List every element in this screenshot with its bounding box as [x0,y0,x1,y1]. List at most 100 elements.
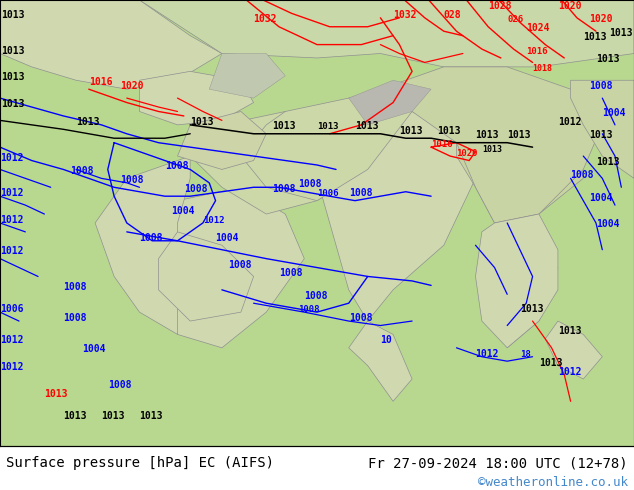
Text: 1006: 1006 [0,304,23,314]
Text: 1028: 1028 [488,1,512,11]
Polygon shape [158,232,254,321]
Text: 1012: 1012 [476,349,499,359]
Text: 026: 026 [507,15,523,24]
Text: 1012: 1012 [0,188,23,198]
Text: 1008: 1008 [298,305,320,314]
Text: 1013: 1013 [558,326,581,337]
Text: 1024: 1024 [526,23,550,33]
Text: 1012: 1012 [0,152,23,163]
Text: 1020: 1020 [456,149,478,158]
Text: 1012: 1012 [558,117,581,127]
Text: 1013: 1013 [273,122,296,131]
Polygon shape [317,112,476,321]
Text: 1008: 1008 [165,161,188,172]
Text: 1004: 1004 [216,233,239,243]
Polygon shape [178,112,266,170]
Text: ©weatheronline.co.uk: ©weatheronline.co.uk [477,476,628,489]
Text: 1013: 1013 [317,122,339,131]
Text: 1008: 1008 [349,188,372,198]
Text: 1013: 1013 [1,46,24,55]
Text: 1013: 1013 [590,130,613,140]
Text: 1008: 1008 [63,313,87,323]
Text: 1008: 1008 [228,260,252,270]
Text: 1013: 1013 [583,32,607,42]
Text: 1013: 1013 [101,411,125,421]
Text: 1032: 1032 [393,10,417,20]
Text: 1016: 1016 [89,77,112,87]
Polygon shape [190,112,368,214]
Text: 1008: 1008 [590,81,613,91]
Text: 1008: 1008 [139,233,163,243]
Text: 1013: 1013 [399,126,423,136]
Text: 1004: 1004 [171,206,195,216]
Text: 1008: 1008 [120,175,144,185]
Text: 1012: 1012 [558,367,581,376]
Text: 1013: 1013 [482,145,502,153]
Text: 1004: 1004 [602,108,626,118]
Text: 1013: 1013 [44,389,68,399]
Polygon shape [495,214,558,348]
Polygon shape [380,357,406,392]
Text: 1013: 1013 [539,358,562,368]
Text: 1004: 1004 [596,220,619,229]
Text: 1013: 1013 [355,122,378,131]
Text: 1020: 1020 [120,81,144,91]
Text: 1013: 1013 [139,411,163,421]
Text: 1004: 1004 [82,344,106,354]
Polygon shape [571,80,634,178]
Text: 1008: 1008 [349,313,372,323]
Text: 1013: 1013 [596,157,619,167]
Text: 1012: 1012 [0,335,23,345]
Text: 1018: 1018 [533,64,553,74]
Text: 1006: 1006 [317,189,339,198]
Polygon shape [349,321,412,401]
Text: 1008: 1008 [63,282,87,292]
Text: 1008: 1008 [279,269,302,278]
Polygon shape [139,72,254,125]
Text: 1008: 1008 [108,380,131,390]
Text: Fr 27-09-2024 18:00 UTC (12+78): Fr 27-09-2024 18:00 UTC (12+78) [368,456,628,470]
Text: 1020: 1020 [558,1,581,11]
Text: 1013: 1013 [596,54,619,64]
Text: 1013: 1013 [520,304,543,314]
Text: 1016: 1016 [431,140,453,149]
Text: 1016: 1016 [526,47,548,55]
Text: 028: 028 [444,10,462,20]
Text: 1032: 1032 [254,14,277,24]
Polygon shape [456,112,583,223]
Polygon shape [95,156,190,334]
Text: 1004: 1004 [590,193,613,203]
Text: 1012: 1012 [0,215,23,225]
Text: 1013: 1013 [1,10,24,20]
Text: 1013: 1013 [437,126,461,136]
Polygon shape [0,0,634,67]
Text: 1012: 1012 [0,246,23,256]
Text: 1013: 1013 [76,117,100,127]
Text: 1020: 1020 [590,14,613,24]
Text: 1013: 1013 [63,411,87,421]
Text: 1012: 1012 [203,216,224,225]
Polygon shape [139,187,304,348]
Text: 1008: 1008 [298,179,321,189]
Text: Surface pressure [hPa] EC (AIFS): Surface pressure [hPa] EC (AIFS) [6,456,275,470]
Text: 1013: 1013 [190,117,214,127]
Polygon shape [241,89,412,201]
Text: 1012: 1012 [0,362,23,372]
Polygon shape [0,0,222,89]
Text: 1008: 1008 [70,166,93,176]
Polygon shape [545,321,602,379]
Polygon shape [349,80,431,125]
Text: 1013: 1013 [507,130,531,140]
Text: 1013: 1013 [1,99,24,109]
Text: 1008: 1008 [184,184,207,194]
Text: 18: 18 [520,350,531,359]
Polygon shape [476,214,558,348]
Text: 1013: 1013 [609,27,632,38]
Text: 10: 10 [380,335,392,345]
Polygon shape [209,53,285,98]
Text: 1008: 1008 [571,171,594,180]
Text: 1008: 1008 [273,184,296,194]
Text: 1013: 1013 [1,72,24,82]
Text: 1008: 1008 [304,291,328,301]
Polygon shape [380,67,602,223]
